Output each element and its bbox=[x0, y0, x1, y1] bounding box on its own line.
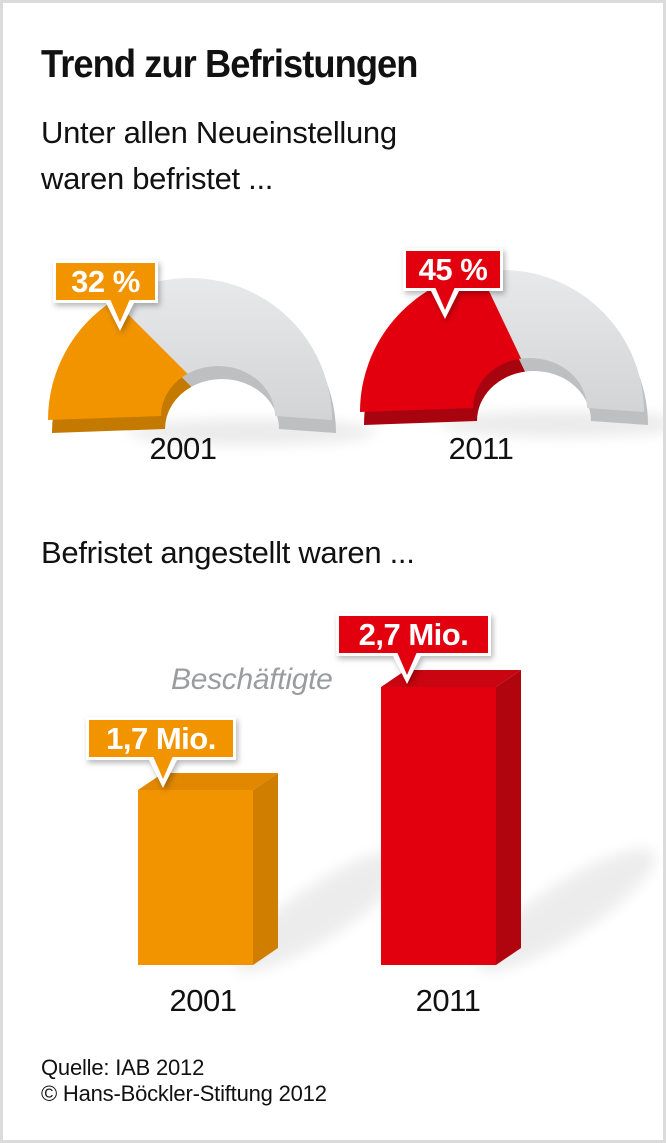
gauge-remainder-2011 bbox=[479, 269, 644, 412]
bar-front-face-2001 bbox=[138, 790, 253, 965]
gauge-rest-depth-2001 bbox=[117, 290, 337, 433]
gauge-value-2011: 45 % bbox=[418, 251, 488, 287]
subtitle-line-1: Unter allen Neueinstellung bbox=[41, 115, 397, 150]
gauge-depth-2011 bbox=[363, 282, 648, 425]
callout-pointer-icon bbox=[435, 287, 455, 310]
gauge-callout-2011: 45 % bbox=[403, 248, 503, 319]
callout-pointer-icon bbox=[110, 299, 130, 322]
bar-axis-note: Beschäftigte bbox=[171, 663, 333, 696]
gauge-callout-2011-box: 45 % bbox=[403, 248, 503, 291]
bar-callout-2011: 2,7 Mio. bbox=[336, 613, 491, 684]
bar-value-2001: 1,7 Mio. bbox=[106, 720, 216, 756]
page-title: Trend zur Befristungen bbox=[41, 43, 418, 86]
bar-category-2001: 2001 bbox=[169, 983, 237, 1018]
bar-callout-2011-box: 2,7 Mio. bbox=[336, 613, 491, 656]
bar-2001 bbox=[138, 773, 278, 965]
section-heading: Befristet angestellt waren ... bbox=[41, 535, 415, 570]
gauge-category-2011: 2011 bbox=[448, 431, 514, 466]
subtitle-line-2: waren befristet ... bbox=[41, 161, 274, 196]
gauge-2011 bbox=[359, 269, 648, 425]
gauge-value-2001: 32 % bbox=[71, 263, 140, 299]
gauge-category-2001: 2001 bbox=[149, 431, 217, 466]
gauge-callout-2001: 32 % bbox=[53, 260, 158, 331]
bar-shadow-2011 bbox=[476, 848, 656, 972]
bar-front-face-2011 bbox=[381, 687, 496, 965]
gauge-callout-2001-box: 32 % bbox=[53, 260, 158, 303]
gauge-wedge-depth-2001 bbox=[52, 313, 192, 433]
bar-shadow-2001 bbox=[233, 848, 413, 972]
bar-category-2011: 2011 bbox=[415, 983, 481, 1018]
bar-2011 bbox=[381, 670, 521, 965]
gauge-rest-depth-2011 bbox=[483, 282, 648, 425]
bar-side-face-2001 bbox=[253, 773, 278, 965]
gauge-depth-2001 bbox=[52, 290, 337, 433]
bar-value-2011: 2,7 Mio. bbox=[358, 616, 469, 652]
callout-pointer-icon bbox=[153, 756, 173, 779]
bar-callout-2001-box: 1,7 Mio. bbox=[86, 717, 236, 760]
callout-pointer-icon bbox=[397, 652, 417, 675]
copyright-note: © Hans-Böckler-Stiftung 2012 bbox=[41, 1081, 327, 1106]
bar-callout-2001: 1,7 Mio. bbox=[86, 717, 236, 788]
source-note: Quelle: IAB 2012 bbox=[41, 1055, 205, 1080]
bar-side-face-2011 bbox=[496, 670, 521, 965]
